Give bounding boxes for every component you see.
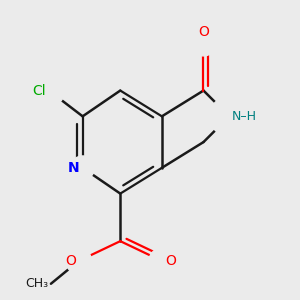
- Circle shape: [33, 75, 65, 106]
- Text: O: O: [198, 25, 209, 39]
- Circle shape: [71, 156, 94, 180]
- Circle shape: [209, 97, 249, 136]
- Text: O: O: [165, 254, 176, 268]
- Text: CH₃: CH₃: [25, 277, 48, 290]
- Circle shape: [149, 248, 175, 274]
- Text: Cl: Cl: [32, 84, 46, 98]
- Circle shape: [190, 30, 216, 56]
- Text: N–H: N–H: [232, 110, 257, 123]
- Text: O: O: [65, 254, 76, 268]
- Circle shape: [66, 248, 92, 274]
- Text: N: N: [68, 161, 80, 175]
